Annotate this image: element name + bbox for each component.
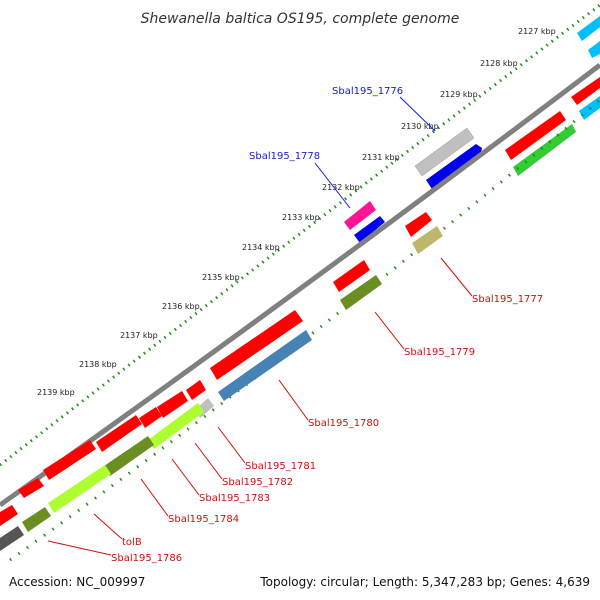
gene-sbal195-1779[interactable] (340, 275, 382, 310)
gene-red-1780a[interactable] (210, 310, 303, 380)
gene-red-small[interactable] (186, 380, 206, 400)
map-title: Shewanella baltica OS195, complete genom… (141, 11, 460, 27)
gene-red-1777a[interactable] (405, 212, 432, 237)
gene-label-sbal195-1786[interactable]: Sbal195_1786 (111, 553, 182, 564)
tick-label: 2136 kbp (162, 302, 200, 311)
leader-lines (47, 96, 473, 556)
tick-label: 2139 kbp (37, 388, 75, 397)
gene-green-right[interactable] (513, 124, 576, 176)
gene-blue-1[interactable] (426, 144, 482, 189)
tick-label: 2135 kbp (202, 273, 240, 282)
gene-sbal195-1784[interactable] (104, 436, 154, 476)
gene-red-1784a[interactable] (96, 415, 142, 452)
gene-red-right[interactable] (505, 111, 566, 160)
gene-toll[interactable] (48, 465, 111, 513)
gene-red-1779a[interactable] (333, 260, 370, 292)
gene-red-1786a[interactable] (18, 478, 44, 498)
gene-sbal195-1777[interactable] (412, 226, 443, 254)
gene-sbal195-1776[interactable] (414, 127, 475, 177)
gene-cyan-top-2[interactable] (588, 41, 600, 58)
gene-sbal195-1778[interactable] (344, 201, 376, 230)
outer-ruler (0, 3, 600, 467)
gene-red-edge-left[interactable] (0, 505, 18, 526)
gene-cyan-top[interactable] (577, 16, 600, 41)
gene-sbal195-1782[interactable] (157, 391, 188, 418)
gene-red-edge[interactable] (571, 77, 600, 105)
gene-sbal195-1786[interactable] (22, 507, 51, 532)
gene-red-tolb-a[interactable] (43, 440, 96, 480)
gene-sbal195-1780[interactable] (218, 330, 312, 401)
tick-label: 2127 kbp (518, 27, 556, 36)
gene-label-sbal195-1780[interactable]: Sbal195_1780 (308, 418, 379, 429)
tick-label: 2138 kbp (79, 360, 117, 369)
gene-label-sbal195-1781[interactable]: Sbal195_1781 (245, 461, 316, 472)
inner-ruler (9, 98, 600, 562)
tick-label: 2137 kbp (120, 331, 158, 340)
tick-label: 2128 kbp (480, 59, 518, 68)
gene-label-sbal195-1782[interactable]: Sbal195_1782 (222, 477, 293, 488)
tick-label: 2130 kbp (401, 122, 439, 131)
tick-label: 2129 kbp (440, 90, 478, 99)
tick-label: 2133 kbp (282, 213, 320, 222)
gene-label-sbal195-1784[interactable]: Sbal195_1784 (168, 514, 239, 525)
tick-label: 2132 kbp (322, 183, 360, 192)
tick-labels: 2127 kbp 2128 kbp 2129 kbp 2130 kbp 2131… (37, 27, 556, 397)
topology-summary: Topology: circular; Length: 5,347,283 bp… (259, 575, 590, 589)
gene-sbal195-1783[interactable] (148, 403, 204, 449)
gene-dark-edge-left[interactable] (0, 526, 24, 551)
forward-strand-genes (344, 16, 600, 243)
gene-blue-2[interactable] (354, 216, 385, 243)
gene-label-sbal195-1779[interactable]: Sbal195_1779 (404, 347, 475, 358)
gene-red-1783a[interactable] (139, 407, 162, 428)
accession-text: Accession: NC_009997 (9, 575, 145, 589)
gene-label-sbal195-1778[interactable]: Sbal195_1778 (249, 151, 320, 162)
tick-label: 2134 kbp (242, 243, 280, 252)
gene-label-sbal195-1783[interactable]: Sbal195_1783 (199, 493, 270, 504)
gene-label-sbal195-1777[interactable]: Sbal195_1777 (472, 294, 543, 305)
genome-backbone (0, 63, 600, 508)
gene-label-sbal195-1776[interactable]: Sbal195_1776 (332, 86, 403, 97)
gene-label-tolb[interactable]: tolB (122, 537, 142, 548)
reverse-strand-genes (0, 212, 443, 551)
tick-label: 2131 kbp (362, 153, 400, 162)
